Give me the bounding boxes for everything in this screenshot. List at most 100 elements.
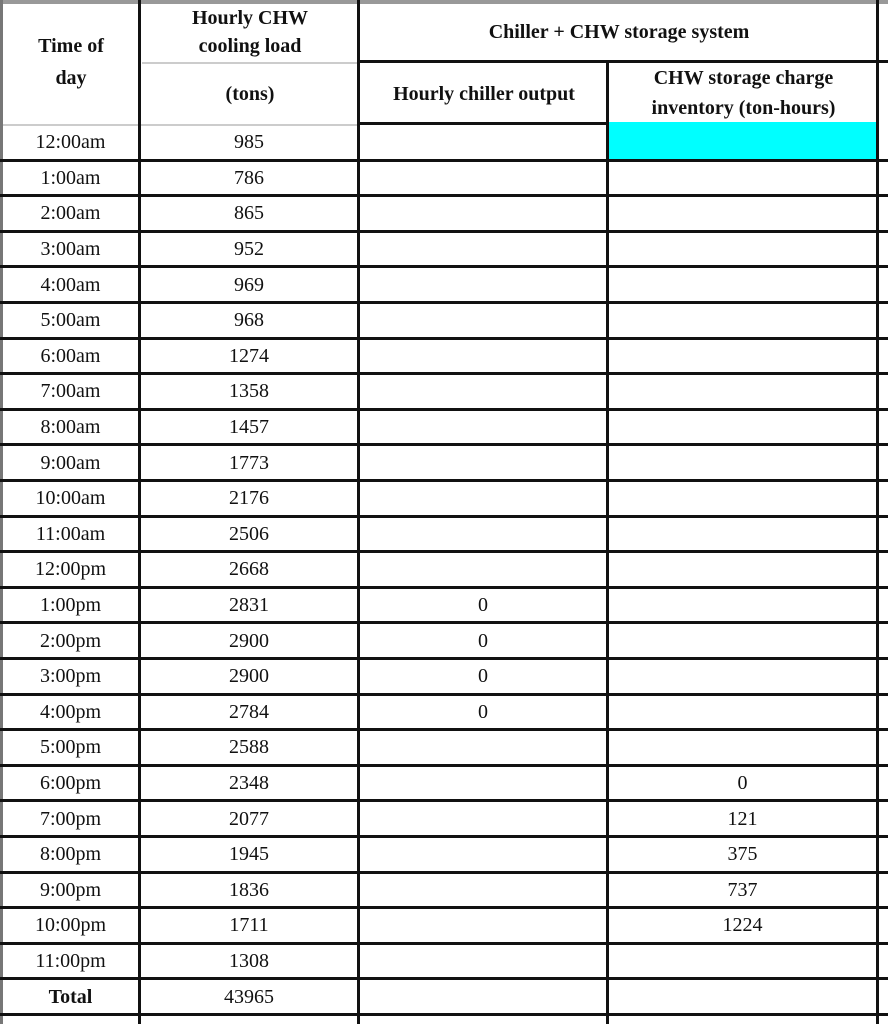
cell-load[interactable]: 1945 bbox=[229, 843, 269, 866]
cell-time[interactable]: 9:00am bbox=[40, 451, 101, 474]
cell-time[interactable]: 11:00am bbox=[35, 522, 106, 545]
cell-time[interactable]: 1:00am bbox=[40, 166, 101, 189]
cell-storage[interactable] bbox=[609, 553, 876, 587]
cell-time[interactable]: 3:00am bbox=[40, 238, 101, 261]
cell-storage[interactable] bbox=[609, 411, 876, 445]
cell-chiller[interactable] bbox=[360, 553, 606, 587]
cell-time[interactable]: 8:00pm bbox=[39, 843, 102, 866]
cell-load[interactable]: 2176 bbox=[229, 487, 269, 510]
cell-chiller[interactable] bbox=[360, 874, 606, 908]
cell-load[interactable]: 1358 bbox=[229, 380, 269, 403]
cell-time[interactable]: 7:00pm bbox=[39, 807, 102, 830]
cell-storage[interactable]: 737 bbox=[727, 878, 758, 901]
cell-time[interactable]: 6:00pm bbox=[39, 772, 102, 795]
cell-load[interactable]: 2077 bbox=[229, 807, 269, 830]
cell-time[interactable]: 5:00am bbox=[40, 309, 101, 332]
cell-chiller[interactable] bbox=[360, 909, 606, 943]
cell-load[interactable]: 2506 bbox=[229, 522, 269, 545]
cell-storage[interactable] bbox=[609, 197, 876, 231]
cell-storage[interactable] bbox=[609, 162, 876, 196]
cell-load[interactable]: 2831 bbox=[229, 594, 269, 617]
cell-chiller[interactable]: 0 bbox=[478, 665, 488, 688]
cell-time[interactable]: 4:00am bbox=[40, 273, 101, 296]
cell-load[interactable]: 2900 bbox=[229, 665, 269, 688]
cell-time[interactable]: 12:00am bbox=[35, 131, 106, 154]
cell-load[interactable]: 1457 bbox=[229, 416, 269, 439]
cell-chiller[interactable] bbox=[360, 233, 606, 267]
cell-load[interactable]: 1274 bbox=[229, 344, 269, 367]
cell-storage[interactable] bbox=[609, 446, 876, 480]
cell-chiller[interactable] bbox=[360, 197, 606, 231]
cell-storage[interactable] bbox=[609, 980, 876, 1014]
cell-storage[interactable]: 375 bbox=[727, 843, 758, 866]
cell-storage[interactable] bbox=[609, 375, 876, 409]
cell-time[interactable]: 8:00am bbox=[40, 416, 101, 439]
cell-chiller[interactable]: 0 bbox=[478, 594, 488, 617]
cell-chiller[interactable] bbox=[360, 126, 606, 160]
cell-storage[interactable] bbox=[609, 945, 876, 979]
cell-storage[interactable] bbox=[609, 696, 876, 730]
cell-time[interactable]: 4:00pm bbox=[39, 700, 102, 723]
cell-time[interactable]: 10:00pm bbox=[34, 914, 107, 937]
cell-chiller[interactable] bbox=[360, 802, 606, 836]
cell-time[interactable]: 10:00am bbox=[35, 487, 106, 510]
cell-time[interactable]: 5:00pm bbox=[39, 736, 102, 759]
cell-load[interactable]: 2784 bbox=[229, 700, 269, 723]
cell-load[interactable]: 985 bbox=[234, 131, 264, 154]
cell-load[interactable]: 2900 bbox=[229, 629, 269, 652]
cell-chiller[interactable] bbox=[360, 411, 606, 445]
cell-storage[interactable] bbox=[609, 233, 876, 267]
cell-storage[interactable]: 121 bbox=[727, 807, 758, 830]
cell-time[interactable]: 9:00pm bbox=[39, 878, 102, 901]
cell-load[interactable]: 43965 bbox=[224, 985, 274, 1008]
cell-chiller[interactable] bbox=[360, 482, 606, 516]
cell-chiller[interactable] bbox=[360, 304, 606, 338]
cell-storage[interactable]: 0 bbox=[737, 772, 748, 795]
cell-load[interactable]: 969 bbox=[234, 273, 264, 296]
cell-storage[interactable] bbox=[609, 660, 876, 694]
cell-chiller[interactable] bbox=[360, 268, 606, 302]
cell-storage[interactable] bbox=[609, 122, 876, 159]
cell-chiller[interactable] bbox=[360, 340, 606, 374]
cell-load[interactable]: 1773 bbox=[229, 451, 269, 474]
cell-time[interactable]: 6:00am bbox=[40, 344, 101, 367]
cell-load[interactable]: 968 bbox=[234, 309, 264, 332]
cell-chiller[interactable] bbox=[360, 767, 606, 801]
cell-time[interactable]: 7:00am bbox=[40, 380, 101, 403]
cell-storage[interactable] bbox=[609, 624, 876, 658]
cell-chiller[interactable] bbox=[360, 838, 606, 872]
cell-load[interactable]: 2348 bbox=[229, 772, 269, 795]
cell-storage[interactable]: 1224 bbox=[722, 914, 763, 937]
cell-chiller[interactable] bbox=[360, 162, 606, 196]
cell-load[interactable]: 952 bbox=[234, 238, 264, 261]
cell-storage[interactable] bbox=[609, 268, 876, 302]
cell-chiller[interactable] bbox=[360, 375, 606, 409]
cell-load[interactable]: 865 bbox=[234, 202, 264, 225]
cell-time[interactable]: 11:00pm bbox=[35, 950, 106, 973]
cell-storage[interactable] bbox=[609, 518, 876, 552]
cell-load[interactable]: 2588 bbox=[229, 736, 269, 759]
cell-time[interactable]: 2:00am bbox=[40, 202, 101, 225]
cell-load[interactable]: 786 bbox=[234, 166, 264, 189]
cell-storage[interactable] bbox=[609, 731, 876, 765]
cell-time[interactable]: 12:00pm bbox=[34, 558, 107, 581]
cell-chiller[interactable] bbox=[360, 980, 606, 1014]
cell-chiller[interactable] bbox=[360, 945, 606, 979]
cell-storage[interactable] bbox=[609, 482, 876, 516]
cell-storage[interactable] bbox=[609, 304, 876, 338]
cell-load[interactable]: 1711 bbox=[229, 914, 269, 937]
cell-storage[interactable] bbox=[609, 589, 876, 623]
cell-chiller[interactable]: 0 bbox=[478, 700, 488, 723]
cell-load[interactable]: 2668 bbox=[229, 558, 269, 581]
cell-chiller[interactable] bbox=[360, 446, 606, 480]
cell-time[interactable]: 1:00pm bbox=[39, 594, 102, 617]
cell-time[interactable]: 3:00pm bbox=[39, 665, 102, 688]
cell-time[interactable]: 2:00pm bbox=[39, 629, 102, 652]
cell-storage[interactable] bbox=[609, 340, 876, 374]
cell-load[interactable]: 1308 bbox=[229, 950, 269, 973]
cell-chiller[interactable]: 0 bbox=[478, 629, 488, 652]
cell-chiller[interactable] bbox=[360, 731, 606, 765]
total-label[interactable]: Total bbox=[48, 985, 93, 1008]
cell-load[interactable]: 1836 bbox=[229, 878, 269, 901]
cell-chiller[interactable] bbox=[360, 518, 606, 552]
